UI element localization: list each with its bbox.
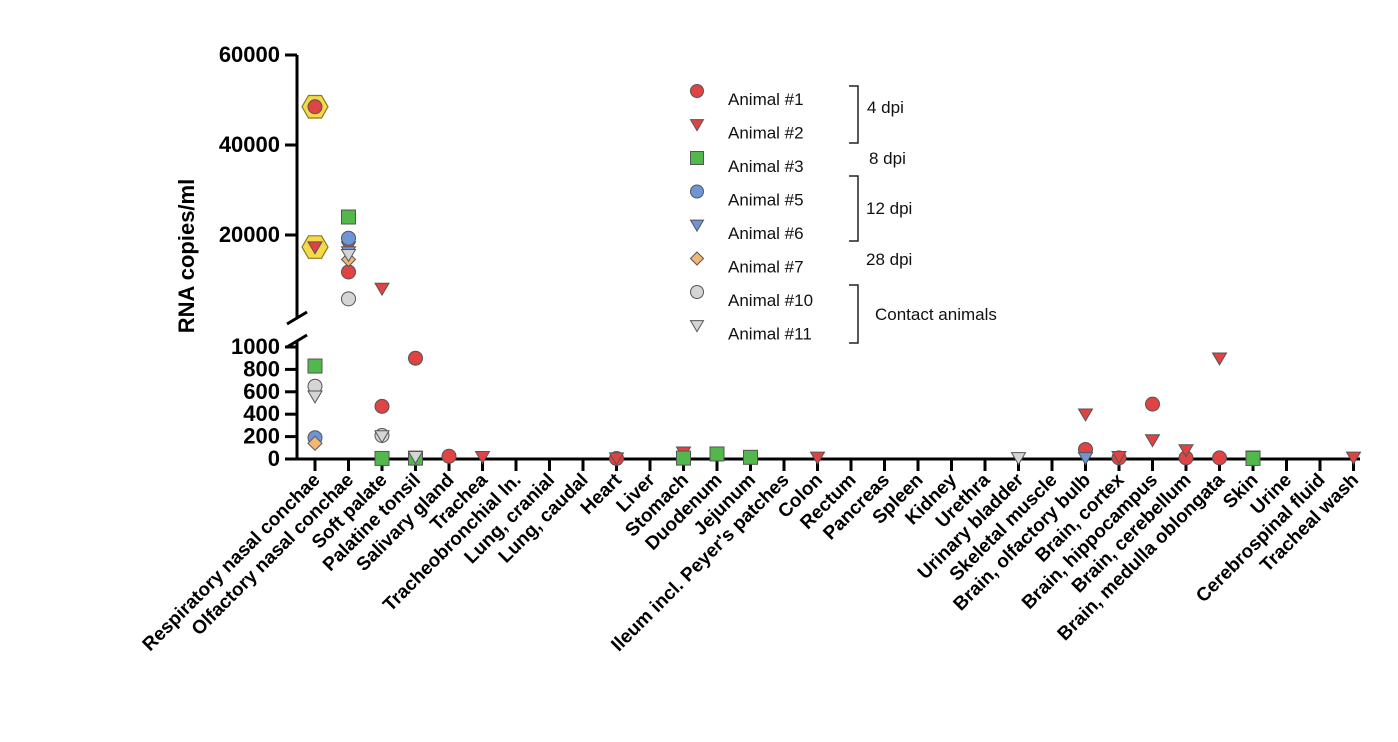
legend-bracket: [849, 85, 859, 144]
data-point: [307, 435, 323, 452]
legend-label: Animal #6: [728, 224, 804, 243]
data-point: [307, 99, 323, 115]
y-tick-label: 200: [243, 424, 280, 449]
data-point: [1077, 408, 1094, 422]
legend-group-label: Contact animals: [875, 305, 997, 324]
legend-marker: [690, 84, 704, 98]
data-point: [1010, 452, 1027, 466]
legend-marker: [690, 285, 704, 299]
data-point: [709, 446, 725, 462]
y-axis-label: RNA copies/ml: [174, 179, 199, 333]
y-tick-label: 20000: [219, 222, 280, 247]
data-point: [474, 451, 491, 465]
data-point: [374, 398, 390, 414]
data-point: [374, 450, 390, 466]
data-point: [1211, 352, 1228, 366]
data-point: [1178, 444, 1194, 458]
data-point: [809, 451, 826, 465]
data-point: [341, 291, 356, 307]
legend-marker: [690, 184, 704, 199]
legend-group-label: 8 dpi: [869, 149, 906, 168]
data-point: [1077, 452, 1094, 466]
legend: Animal #1 Animal #2 Animal #3 Animal #5 Anim…: [689, 84, 997, 344]
data-point: [374, 430, 390, 444]
legend-group-label: 12 dpi: [866, 199, 912, 218]
data-point: [341, 209, 356, 225]
data-point: [1111, 451, 1127, 465]
data-points: [301, 94, 1362, 466]
legend-label: Animal #5: [728, 191, 804, 210]
legend-label: Animal #2: [728, 124, 804, 143]
legend-label: Animal #3: [728, 157, 804, 176]
legend-label: Animal #7: [728, 258, 804, 277]
data-point: [441, 448, 457, 464]
legend-marker: [689, 320, 705, 333]
legend-marker: [689, 119, 705, 132]
series-animal-7: [307, 251, 357, 452]
data-point: [1212, 450, 1227, 466]
data-point: [407, 451, 424, 465]
data-point: [1145, 396, 1160, 412]
data-point: [408, 350, 423, 366]
y-tick-label: 40000: [219, 132, 280, 157]
x-tick-label: Respiratory nasal conchae: [139, 470, 325, 656]
y-tick-label: 0: [268, 446, 280, 471]
legend-group-label: 28 dpi: [866, 250, 912, 269]
legend-marker: [689, 251, 705, 266]
legend-label: Animal #10: [728, 291, 813, 310]
legend-group-label: 4 dpi: [867, 98, 904, 117]
legend-marker: [690, 151, 704, 165]
axis-break-mark: [286, 310, 308, 326]
legend-label: Animal #11: [728, 325, 812, 344]
data-point: [1144, 434, 1161, 448]
legend-bracket: [849, 175, 859, 242]
data-point: [608, 452, 625, 466]
series-animal-1: [307, 99, 1227, 466]
y-tick-label: 1000: [231, 334, 280, 359]
data-point: [341, 230, 356, 246]
data-point: [340, 249, 357, 263]
series-animal-6: [340, 246, 1094, 466]
series-animal-11: [307, 249, 1027, 466]
data-point: [374, 282, 390, 297]
series-animal-2: [307, 241, 1362, 466]
data-point: [307, 390, 323, 404]
data-point: [307, 358, 323, 374]
data-point: [1345, 451, 1362, 465]
y-tick-label: 60000: [219, 42, 280, 67]
y-tick-label: 800: [243, 356, 280, 381]
legend-marker: [689, 219, 705, 233]
axes: [286, 55, 1360, 461]
y-tick-label: 400: [243, 401, 280, 426]
data-point: [1245, 450, 1261, 466]
axis-break-mark: [286, 333, 308, 349]
data-point: [676, 450, 691, 466]
data-point: [743, 449, 758, 465]
y-tick-label: 600: [243, 379, 280, 404]
legend-label: Animal #1: [728, 90, 804, 109]
data-point: [307, 241, 323, 255]
legend-bracket: [849, 284, 859, 344]
